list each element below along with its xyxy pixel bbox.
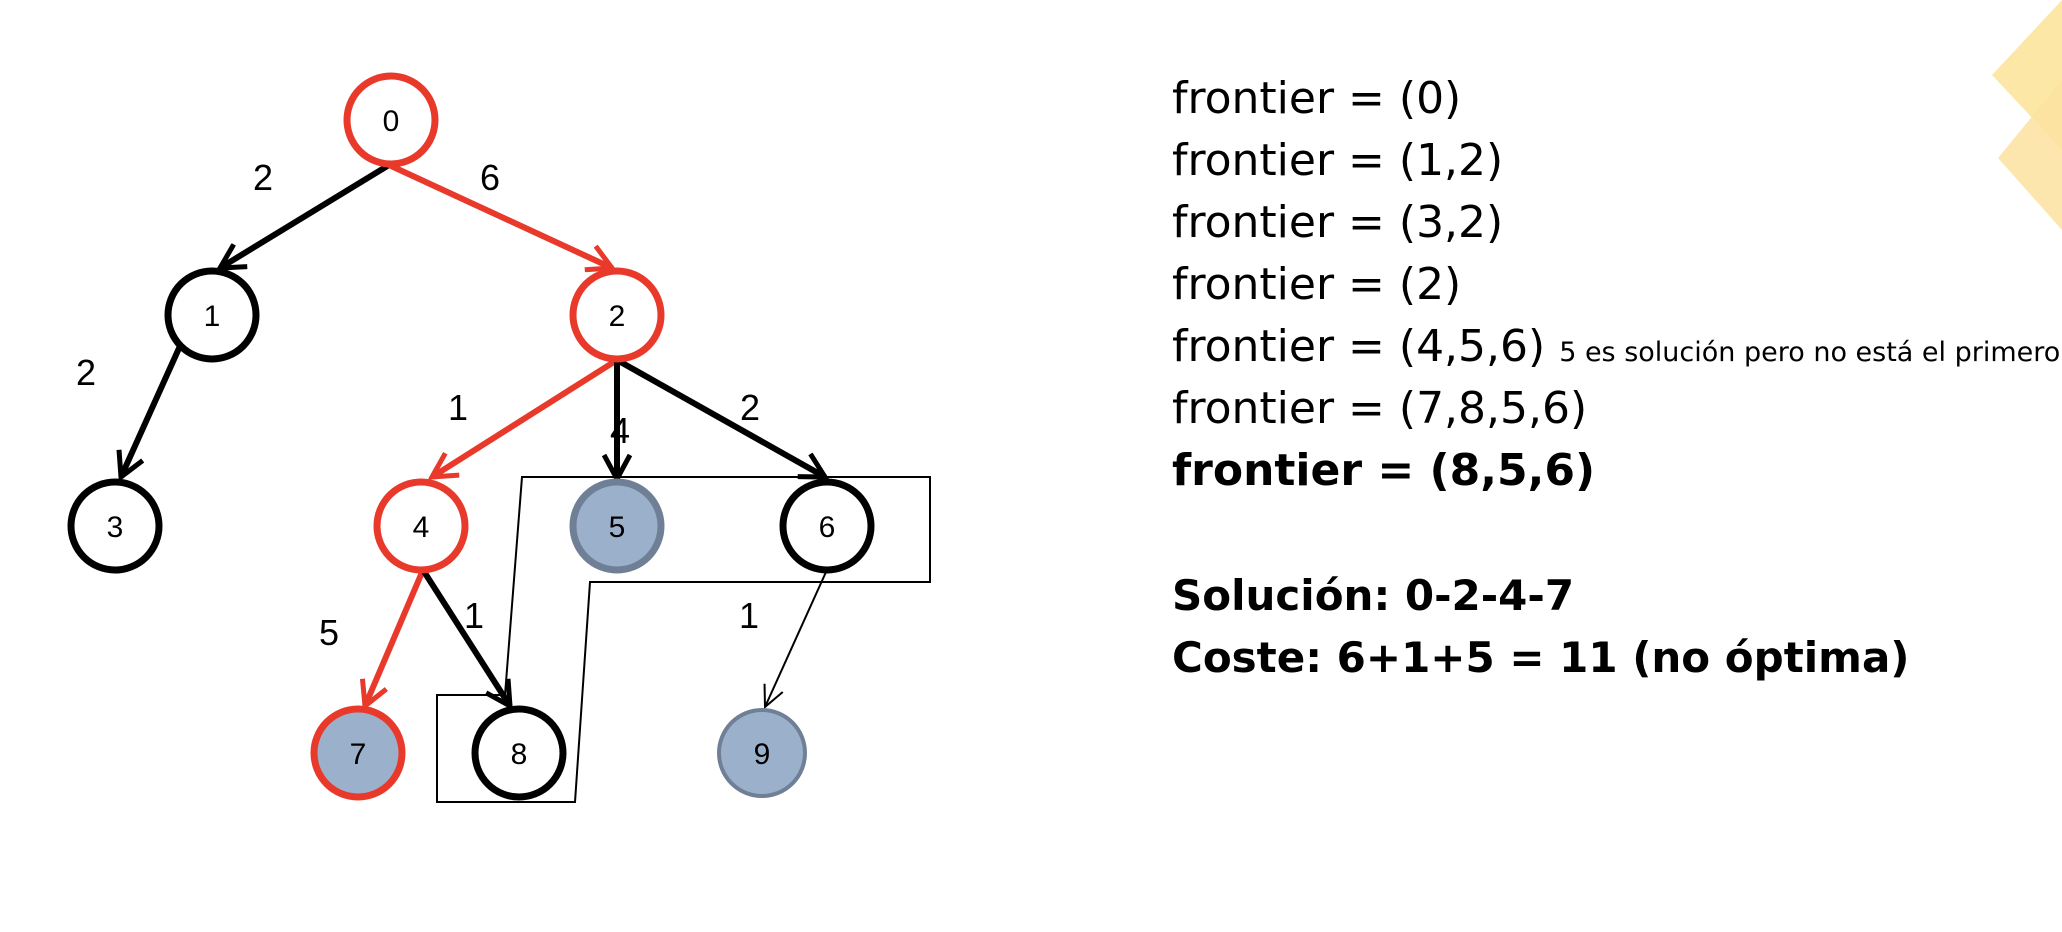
frontier-line: frontier = (7,8,5,6)	[1172, 383, 1588, 434]
edge-0-2	[387, 162, 612, 268]
frontier-line: frontier = (3,2)	[1172, 197, 1504, 248]
nodes: 0 1 2 3 4 5 6 7	[67, 72, 875, 801]
solution-text: Solución: 0-2-4-7	[1172, 571, 1575, 620]
edge-0-1	[220, 162, 391, 268]
frontier-outline	[436, 476, 931, 803]
tree-node-2: 2	[569, 267, 665, 363]
tree-node-8: 8	[471, 705, 567, 801]
edge-cost-4-7: 5	[319, 612, 339, 653]
edge-cost-2-5: 4	[610, 410, 630, 451]
svg-text:4: 4	[413, 511, 430, 544]
tree-node-5: 5	[569, 478, 665, 574]
svg-text:6: 6	[819, 511, 836, 544]
tree-node-1: 1	[164, 267, 260, 363]
edge-cost-1-3: 2	[76, 352, 96, 393]
corner-decoration	[1992, 0, 2062, 230]
tree-node-0: 0	[343, 72, 439, 168]
frontier-line-text: frontier = (4,5,6)	[1172, 321, 1546, 372]
search-tree: 2 6 2 1 4 2 5 1 1 0 1 2 3 4	[67, 72, 931, 803]
edge-cost-2-6: 2	[740, 387, 760, 428]
svg-text:0: 0	[383, 105, 400, 138]
edge-1-3	[121, 344, 183, 477]
svg-text:2: 2	[609, 300, 626, 333]
svg-text:7: 7	[350, 738, 367, 771]
frontier-line: frontier = (0)	[1172, 73, 1462, 124]
svg-text:9: 9	[754, 738, 771, 771]
tree-node-6: 6	[779, 478, 875, 574]
edge-2-4	[432, 357, 619, 477]
edge-cost-2-4: 1	[448, 387, 468, 428]
frontier-line: frontier = (2)	[1172, 259, 1462, 310]
edge-cost-0-1: 2	[253, 157, 273, 198]
edge-6-9	[763, 571, 827, 710]
result-block: Solución: 0-2-4-7 Coste: 6+1+5 = 11 (no …	[1172, 565, 1909, 689]
tree-node-3: 3	[67, 478, 163, 574]
edge-cost-4-8: 1	[464, 595, 484, 636]
edge-2-6	[615, 357, 825, 480]
edge-cost-6-9: 1	[739, 595, 759, 636]
edges	[121, 162, 827, 710]
tree-node-4: 4	[373, 478, 469, 574]
frontier-note: 5 es solución pero no está el primero	[1559, 337, 2061, 368]
tree-node-7: 7	[310, 705, 406, 801]
svg-text:3: 3	[107, 511, 124, 544]
svg-text:5: 5	[609, 511, 626, 544]
frontier-line: frontier = (1,2)	[1172, 135, 1504, 186]
edge-4-8	[420, 568, 510, 706]
edge-4-7	[365, 568, 426, 706]
svg-text:1: 1	[204, 300, 221, 333]
tree-node-9: 9	[717, 708, 807, 798]
svg-text:8: 8	[511, 738, 528, 771]
frontier-line-with-note: frontier = (4,5,6) 5 es solución pero no …	[1172, 316, 2060, 378]
cost-text: Coste: 6+1+5 = 11 (no óptima)	[1172, 633, 1910, 682]
edge-cost-0-2: 6	[480, 157, 500, 198]
frontier-trace: frontier = (0) frontier = (1,2) frontier…	[1172, 68, 2060, 502]
frontier-line-current: frontier = (8,5,6)	[1172, 445, 1596, 496]
edge-costs: 2 6 2 1 4 2 5 1 1	[76, 157, 760, 653]
